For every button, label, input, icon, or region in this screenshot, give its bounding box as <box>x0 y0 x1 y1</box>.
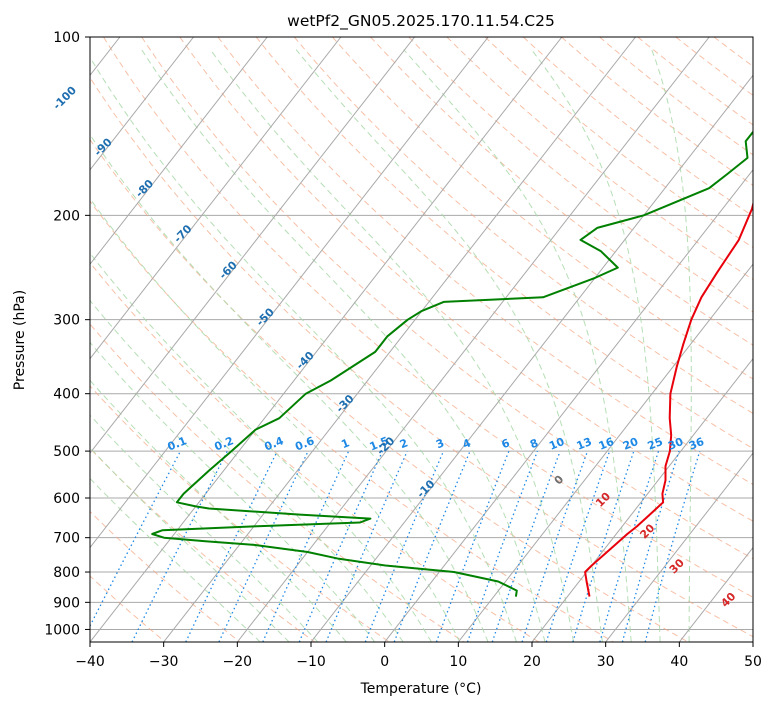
isotherm-line <box>236 37 710 642</box>
dry-adiabat <box>90 138 689 642</box>
x-tick-label: −40 <box>75 654 105 670</box>
y-tick-label: 600 <box>53 491 80 507</box>
y-tick-label: 400 <box>53 387 80 403</box>
isotherm-line <box>90 37 489 549</box>
mixing-ratio-line <box>393 450 471 642</box>
dry-adiabat <box>446 37 753 281</box>
mixing-ratio-label: 2 <box>398 436 410 451</box>
mixing-ratio-line <box>218 450 309 642</box>
dry-adiabat <box>332 37 753 380</box>
moist-adiabat <box>651 49 692 642</box>
mixing-ratio-label: 3 <box>434 436 446 451</box>
dry-adiabat <box>599 37 753 156</box>
mixing-ratio-label: 8 <box>528 436 540 451</box>
isotherm-line <box>310 74 753 642</box>
moist-adiabat <box>90 341 376 642</box>
mixing-ratio-label: 30 <box>666 435 685 453</box>
y-tick-label: 200 <box>53 208 80 224</box>
x-tick-label: 10 <box>449 654 467 670</box>
y-tick-label: 800 <box>53 565 80 581</box>
x-tick-label: −20 <box>223 654 253 670</box>
mixing-ratio-line <box>521 450 589 642</box>
dry-adiabat <box>484 37 753 249</box>
dry-adiabat <box>561 37 753 186</box>
plot-frame <box>89 36 754 643</box>
y-axis-label: Pressure (hPa) <box>12 290 28 390</box>
y-tick-label: 500 <box>53 444 80 460</box>
mixing-ratio-line <box>644 450 701 642</box>
moist-adiabat <box>90 299 404 642</box>
isotherm-line <box>90 37 268 266</box>
isotherm-line <box>90 37 563 642</box>
x-axis-label: Temperature (°C) <box>360 681 482 697</box>
isotherm-line <box>384 168 753 642</box>
y-tick-label: 1000 <box>44 622 80 638</box>
isotherm-line <box>90 37 415 454</box>
mixing-ratio-line <box>621 450 680 642</box>
moist-adiabat <box>90 56 517 642</box>
mixing-ratio-line <box>185 450 278 642</box>
profiles <box>151 130 753 597</box>
mixing-ratio-label: 13 <box>575 435 594 453</box>
y-tick-label: 900 <box>53 595 80 611</box>
mixing-ratio-line <box>545 450 611 642</box>
x-tick-label: 40 <box>670 654 688 670</box>
isotherm-line <box>90 37 194 171</box>
plot-area <box>90 37 753 642</box>
isotherm-line <box>457 263 753 642</box>
y-ticks: 100 200 300 400 500 600 700 800 900 1000 <box>44 30 90 638</box>
y-tick-label: 300 <box>53 313 80 329</box>
dry-adiabat <box>370 37 753 346</box>
mixing-ratio-label: 10 <box>547 435 566 453</box>
dewpoint-profile <box>151 130 753 597</box>
moist-adiabat <box>90 446 290 642</box>
moist-adiabat <box>531 49 661 642</box>
mixing-ratio-label: 20 <box>621 435 640 453</box>
x-tick-label: 30 <box>597 654 615 670</box>
x-ticks: −40 −30 −20 −10 0 10 20 30 40 50 <box>75 642 762 670</box>
dry-adiabat <box>255 37 753 450</box>
moist-adiabat <box>209 49 575 642</box>
dry-adiabat <box>90 447 315 642</box>
isotherm-line <box>531 357 753 642</box>
dry-adiabat <box>217 37 753 486</box>
dry-adiabat <box>90 200 614 642</box>
mixing-ratio-line <box>599 450 660 642</box>
y-tick-label: 100 <box>53 30 80 46</box>
isotherm-line <box>605 452 753 642</box>
isotherm-line <box>163 37 636 642</box>
dry-adiabat <box>90 76 753 638</box>
mixing-ratio-line <box>435 450 510 642</box>
background-lines <box>90 37 753 642</box>
moist-adiabat <box>90 477 261 642</box>
y-tick-label: 700 <box>53 531 80 547</box>
isotherm-line <box>90 37 342 360</box>
chart-title: wetPf2_GN05.2025.170.11.54.C25 <box>287 12 555 31</box>
x-tick-label: 50 <box>744 654 762 670</box>
mixing-ratio-label: 16 <box>597 435 616 453</box>
x-tick-label: −30 <box>149 654 179 670</box>
mixing-ratio-label: 1 <box>339 436 351 451</box>
mixing-ratio-line <box>572 450 635 642</box>
mixing-ratio-label: 36 <box>687 435 706 453</box>
moist-adiabat <box>141 49 546 642</box>
x-tick-label: 0 <box>380 654 389 670</box>
x-tick-label: −10 <box>296 654 326 670</box>
dry-adiabat <box>90 385 390 642</box>
dry-adiabat <box>103 37 753 598</box>
temperature-profile <box>584 200 753 597</box>
x-tick-label: 20 <box>523 654 541 670</box>
mixing-ratio-label: 25 <box>646 435 665 453</box>
moist-adiabat <box>90 133 489 642</box>
moist-adiabat <box>403 49 632 642</box>
